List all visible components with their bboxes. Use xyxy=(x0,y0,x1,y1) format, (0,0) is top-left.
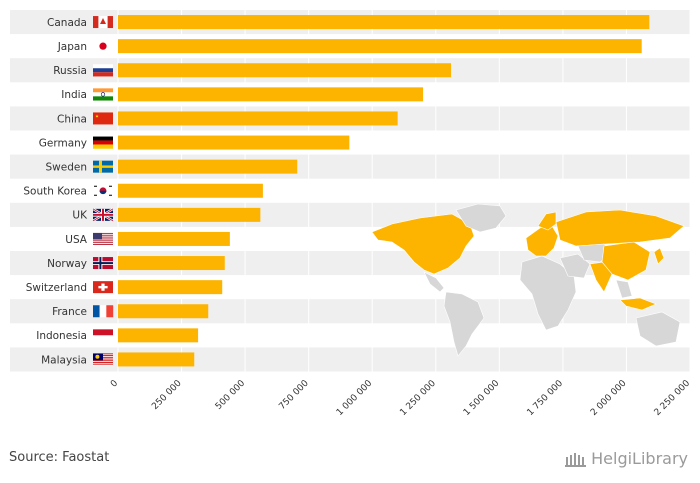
middle-east-shape xyxy=(559,253,591,279)
canada-flag-icon xyxy=(93,16,113,29)
category-labels: Canada Japan Russia India China Germany Sweden… xyxy=(23,17,88,366)
bar xyxy=(118,231,230,246)
bar xyxy=(118,352,195,367)
australia-shape xyxy=(635,311,681,347)
bar xyxy=(118,159,298,174)
south-korea-flag-icon xyxy=(93,184,113,197)
category-label: Switzerland xyxy=(26,282,87,294)
france-flag-icon xyxy=(93,305,114,318)
category-label: Norway xyxy=(47,258,87,270)
usa-flag-icon xyxy=(93,232,113,245)
bar xyxy=(118,304,209,319)
category-label: Germany xyxy=(39,137,87,149)
indonesia-flag-icon xyxy=(93,329,113,342)
flags xyxy=(92,16,114,366)
x-axis-ticks: 0 250 000 500 000 750 000 1 000 000 1 250 000… xyxy=(109,378,692,418)
x-tick-label: 1 500 000 xyxy=(462,378,502,418)
bar xyxy=(118,207,261,222)
category-label: USA xyxy=(65,234,88,246)
japan-flag-icon xyxy=(93,40,113,53)
bar xyxy=(118,111,398,126)
x-tick-label: 1 000 000 xyxy=(335,378,375,418)
bar xyxy=(118,63,452,78)
indonesia-shape xyxy=(619,297,657,311)
bar xyxy=(118,328,199,343)
scandinavia-shape xyxy=(537,211,557,231)
x-tick-label: 750 000 xyxy=(277,378,311,412)
africa-shape xyxy=(519,255,577,331)
category-label: South Korea xyxy=(23,186,87,198)
bar xyxy=(118,135,350,150)
bar xyxy=(118,39,642,54)
category-label: UK xyxy=(72,210,88,222)
norway-flag-icon xyxy=(93,257,113,270)
bar xyxy=(118,183,263,198)
category-label: Sweden xyxy=(46,161,88,173)
china-flag-icon xyxy=(93,112,113,125)
south-america-shape xyxy=(443,291,485,357)
bar xyxy=(118,256,225,271)
southeast-asia-shape xyxy=(615,279,633,299)
bar-chart: Canada Japan Russia India China Germany Sweden… xyxy=(10,10,692,418)
library-icon xyxy=(565,452,587,467)
category-label: Malaysia xyxy=(41,354,87,366)
x-tick-label: 1 250 000 xyxy=(398,378,438,418)
world-map xyxy=(371,203,685,357)
category-label: France xyxy=(52,306,87,318)
bar xyxy=(118,87,424,102)
sweden-flag-icon xyxy=(93,160,113,173)
category-label: India xyxy=(61,89,87,101)
category-label: China xyxy=(57,113,87,125)
bar xyxy=(118,280,223,295)
x-tick-label: 2 250 000 xyxy=(653,378,693,418)
x-tick-label: 250 000 xyxy=(150,378,184,412)
india-flag-icon xyxy=(93,88,113,101)
uk-flag-icon xyxy=(92,207,114,222)
brand-logo: HelgiLibrary xyxy=(565,449,688,468)
russia-flag-icon xyxy=(93,64,113,77)
china-shape xyxy=(601,241,651,281)
central-america-shape xyxy=(423,271,445,293)
malaysia-flag-icon xyxy=(93,353,113,366)
north-america-shape xyxy=(371,213,475,275)
russia-shape xyxy=(555,209,685,247)
germany-flag-icon xyxy=(93,136,113,149)
brand-name: HelgiLibrary xyxy=(591,449,688,468)
bars xyxy=(118,15,650,367)
source-note: Source: Faostat xyxy=(9,450,110,465)
switzerland-flag-icon xyxy=(93,281,113,294)
category-label: Russia xyxy=(53,65,87,77)
x-tick-label: 0 xyxy=(109,378,120,389)
greenland-shape xyxy=(455,203,507,233)
category-label: Indonesia xyxy=(36,330,87,342)
korea-japan-shape xyxy=(653,247,665,265)
x-tick-label: 1 750 000 xyxy=(526,378,566,418)
india-shape xyxy=(589,261,613,293)
category-label: Japan xyxy=(57,41,87,53)
bar xyxy=(118,15,650,30)
category-label: Canada xyxy=(47,17,87,29)
x-tick-label: 500 000 xyxy=(214,378,248,412)
x-tick-label: 2 000 000 xyxy=(589,378,629,418)
